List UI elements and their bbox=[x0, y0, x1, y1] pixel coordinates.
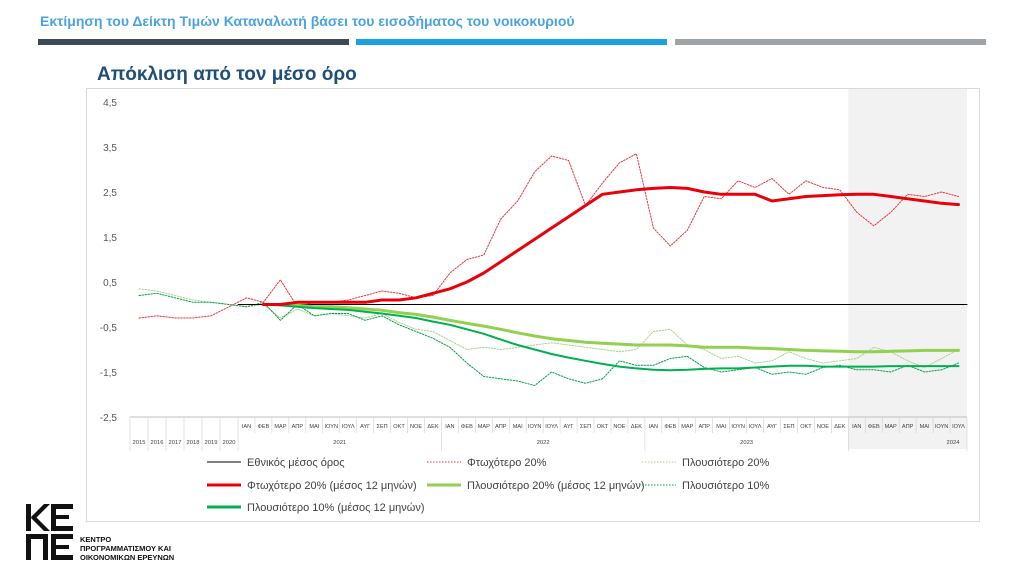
x-tick-label-year: 2023 bbox=[740, 440, 753, 446]
richest-20-avg-line bbox=[261, 303, 960, 354]
x-tick-label-month: ΜΑΙ bbox=[309, 424, 319, 430]
y-tick-label: 3,5 bbox=[103, 143, 117, 154]
chart-frame: 4,5 3,5 2,5 1,5 0,5 -0,5 -1,5 -2,5 2015 2016 2017 2… bbox=[86, 88, 980, 522]
x-tick-label-month: ΑΥΓ bbox=[767, 424, 777, 430]
x-tick-label-month: ΙΟΥΝ bbox=[528, 424, 542, 430]
legend-label: Πλουσιότερο 10% bbox=[682, 480, 770, 492]
y-tick-label: 2,5 bbox=[103, 188, 117, 199]
x-tick-label-month: ΑΠΡ bbox=[292, 424, 304, 430]
x-tick-label-month: ΜΑΡ bbox=[681, 424, 693, 430]
x-tick-label-month: ΝΟΕ bbox=[613, 424, 625, 430]
x-tick-label-month: ΣΕΠ bbox=[580, 424, 591, 430]
x-tick-label-month: ΟΚΤ bbox=[800, 424, 812, 430]
x-tick-label-month: ΜΑΙ bbox=[920, 424, 930, 430]
x-tick-label-month: ΙΟΥΝ bbox=[324, 424, 338, 430]
header-bar-dark bbox=[38, 39, 349, 45]
x-tick-label-month: ΜΑΡ bbox=[885, 424, 897, 430]
x-tick-label-year: 2018 bbox=[187, 440, 200, 446]
x-tick-label-month: ΙΟΥΝ bbox=[935, 424, 949, 430]
x-tick-label-year: 2016 bbox=[151, 440, 164, 446]
shaded-2024-region bbox=[848, 89, 967, 449]
logo-mark-icon bbox=[24, 504, 76, 560]
x-tick-label-month: ΑΥΓ bbox=[564, 424, 574, 430]
x-tick-label-year: 2015 bbox=[133, 440, 146, 446]
x-tick-label-month: ΣΕΠ bbox=[376, 424, 387, 430]
x-tick-label-month: ΦΕΒ bbox=[664, 424, 676, 430]
legend-label: Φτωχότερο 20% bbox=[467, 457, 547, 469]
y-tick-label: -0,5 bbox=[100, 323, 118, 334]
x-tick-label-year: 2022 bbox=[537, 440, 550, 446]
x-tick-label-month: ΣΕΠ bbox=[783, 424, 794, 430]
x-tick-label-month: ΙΟΥΛ bbox=[342, 424, 355, 430]
y-tick-label: -1,5 bbox=[100, 368, 118, 379]
x-tick-label-month: ΦΕΒ bbox=[257, 424, 269, 430]
x-tick-label-month: ΑΠΡ bbox=[698, 424, 710, 430]
x-tick-label-month: ΦΕΒ bbox=[461, 424, 473, 430]
x-tick-label-month: ΜΑΙ bbox=[513, 424, 523, 430]
x-tick-label-month: ΙΟΥΛ bbox=[749, 424, 762, 430]
x-tick-label-month: ΦΕΒ bbox=[868, 424, 880, 430]
x-tick-label-month: ΝΟΕ bbox=[817, 424, 829, 430]
x-tick-label-month: ΑΠΡ bbox=[902, 424, 914, 430]
y-tick-label: -2,5 bbox=[100, 413, 118, 424]
x-tick-label-month: ΙΟΥΝ bbox=[731, 424, 745, 430]
x-tick-label-year: 2020 bbox=[223, 440, 236, 446]
x-tick-label-year: 2017 bbox=[169, 440, 182, 446]
x-tick-label-month: ΟΚΤ bbox=[597, 424, 609, 430]
richest-10-avg-line bbox=[262, 303, 960, 372]
x-tick-label-year: 2019 bbox=[205, 440, 218, 446]
x-tick-label-month: ΔΕΚ bbox=[631, 424, 642, 430]
organization-name: ΚΕΝΤΡΟ ΠΡΟΓΡΑΜΜΑΤΙΣΜΟΥ ΚΑΙ ΟΙΚΟΝΟΜΙΚΩΝ Ε… bbox=[80, 535, 174, 562]
legend-label: Πλουσιότερο 20% bbox=[682, 457, 770, 469]
presentation-title: Εκτίμηση του Δείκτη Τιμών Καταναλωτή βάσ… bbox=[40, 13, 575, 29]
poorest-20-line bbox=[138, 153, 959, 319]
legend-label: Πλουσιότερο 20% (μέσος 12 μηνών) bbox=[467, 480, 645, 492]
legend-label: Εθνικός μέσος όρος bbox=[247, 457, 345, 469]
x-tick-label-month: ΜΑΡ bbox=[274, 424, 286, 430]
x-tick-label-month: ΙΑΝ bbox=[649, 424, 658, 430]
y-tick-label: 4,5 bbox=[103, 98, 117, 109]
kepe-logo bbox=[24, 500, 76, 569]
org-line-1: ΚΕΝΤΡΟ bbox=[80, 535, 112, 544]
legend-label: Πλουσιότερο 10% (μέσος 12 μηνών) bbox=[247, 502, 425, 514]
x-tick-label-month: ΑΥΓ bbox=[360, 424, 370, 430]
x-tick-label-month: ΑΠΡ bbox=[495, 424, 507, 430]
x-tick-label-month: ΙΑΝ bbox=[445, 424, 454, 430]
header-bar-blue bbox=[356, 39, 667, 45]
x-tick-label-month: ΙΑΝ bbox=[242, 424, 251, 430]
line-chart: 4,5 3,5 2,5 1,5 0,5 -0,5 -1,5 -2,5 2015 2016 2017 2… bbox=[100, 89, 968, 514]
x-tick-label-month: ΟΚΤ bbox=[393, 424, 405, 430]
x-tick-label-year: 2024 bbox=[947, 440, 961, 446]
richest-20-line bbox=[138, 288, 959, 368]
poorest-20-avg-line bbox=[261, 186, 960, 306]
x-tick-label-month: ΜΑΡ bbox=[478, 424, 490, 430]
x-tick-label-month: ΙΟΥΛ bbox=[952, 424, 965, 430]
x-tick-label-month: ΔΕΚ bbox=[427, 424, 438, 430]
y-tick-label: 0,5 bbox=[103, 278, 117, 289]
org-line-3: ΟΙΚΟΝΟΜΙΚΩΝ ΕΡΕΥΝΩΝ bbox=[80, 553, 175, 562]
x-tick-label-month: ΙΟΥΛ bbox=[545, 424, 558, 430]
x-tick-label-month: ΙΑΝ bbox=[852, 424, 861, 430]
x-tick-label-month: ΝΟΕ bbox=[410, 424, 422, 430]
x-tick-label-month: ΔΕΚ bbox=[834, 424, 845, 430]
x-tick-label-year: 2021 bbox=[333, 440, 346, 446]
header-bar-gray bbox=[675, 39, 986, 45]
x-tick-label-month: ΜΑΙ bbox=[716, 424, 726, 430]
y-tick-label: 1,5 bbox=[103, 233, 117, 244]
org-line-2: ΠΡΟΓΡΑΜΜΑΤΙΣΜΟΥ ΚΑΙ bbox=[80, 544, 171, 553]
legend-label: Φτωχότερο 20% (μέσος 12 μηνών) bbox=[247, 480, 417, 492]
slide-heading: Απόκλιση από τον μέσο όρο bbox=[97, 64, 357, 85]
